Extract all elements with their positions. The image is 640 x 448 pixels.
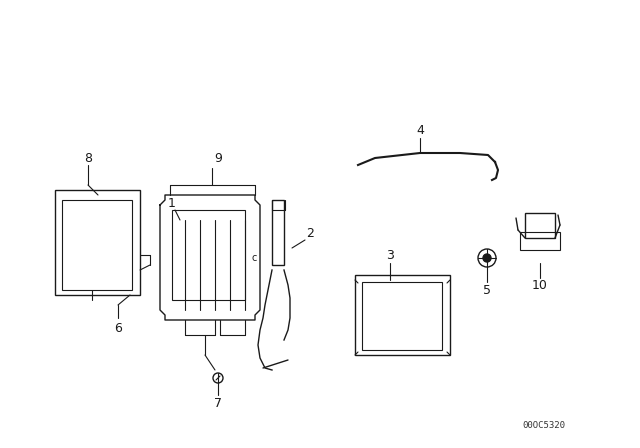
Text: 4: 4 <box>416 124 424 137</box>
Text: 9: 9 <box>214 151 222 164</box>
Text: 2: 2 <box>306 227 314 240</box>
Bar <box>355 275 450 355</box>
Bar <box>362 282 442 350</box>
Text: 1: 1 <box>168 197 176 210</box>
Bar <box>172 210 245 300</box>
Bar <box>62 200 132 290</box>
Text: 5: 5 <box>483 284 491 297</box>
Bar <box>525 213 555 238</box>
Bar <box>272 200 284 265</box>
Text: 8: 8 <box>84 151 92 164</box>
Text: 00OC5320: 00OC5320 <box>522 421 565 430</box>
Text: 6: 6 <box>114 322 122 335</box>
Bar <box>520 232 560 250</box>
Text: c: c <box>252 253 257 263</box>
Text: 7: 7 <box>214 396 222 409</box>
Text: 10: 10 <box>532 279 548 292</box>
Bar <box>55 190 140 295</box>
Text: 3: 3 <box>386 249 394 262</box>
Circle shape <box>483 254 491 262</box>
